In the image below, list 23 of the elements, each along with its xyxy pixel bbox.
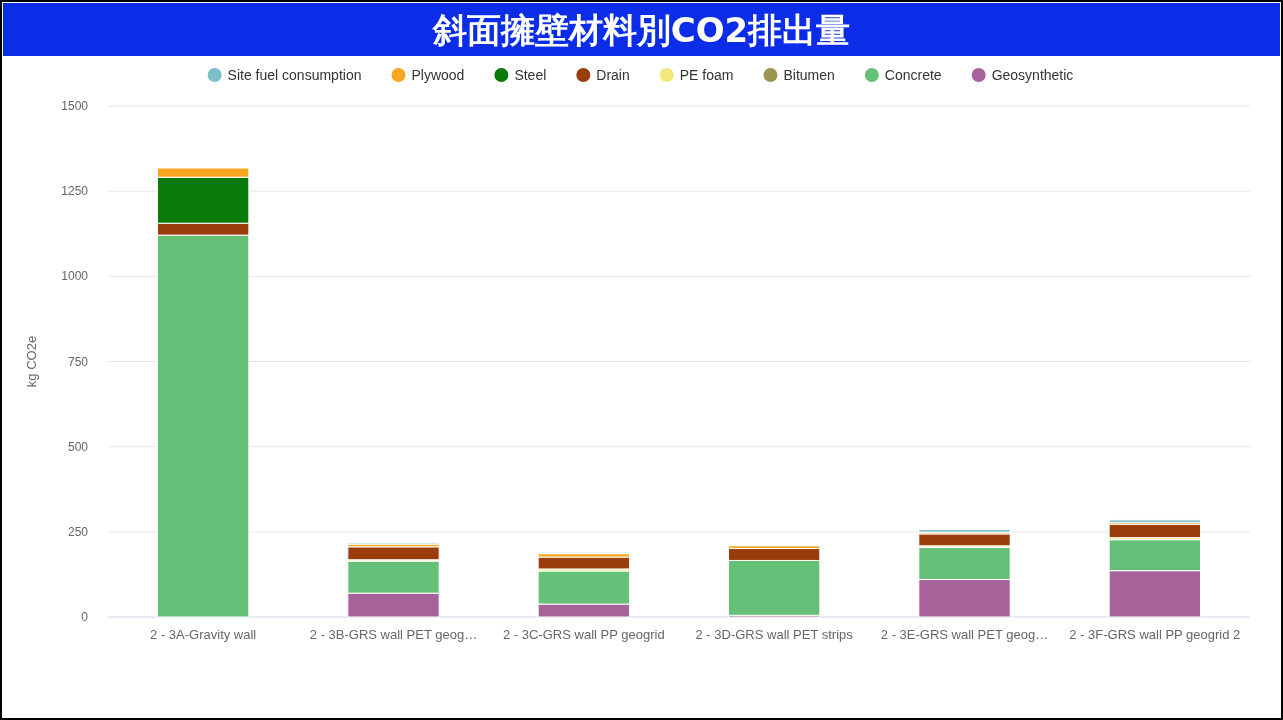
y-tick-label: 0 [81,610,89,624]
legend-label: Steel [514,67,547,83]
legend-label: Plywood [411,67,465,83]
y-tick-label: 500 [67,439,89,454]
y-tick-label: 250 [67,524,89,539]
legend-label: Concrete [884,67,942,83]
y-tick-label: 1000 [61,269,89,284]
y-tick-label: 750 [67,354,89,369]
x-tick-label: 2 - 3E-GRS wall PET geog… [880,627,1049,642]
legend-label: Bitumen [783,67,835,83]
legend-label: Site fuel consumption [227,67,362,83]
y-axis-title: kg CO2e [24,335,39,388]
x-tick-label: 2 - 3C-GRS wall PP geogrid [503,627,665,642]
y-tick-label: 1250 [61,184,89,199]
legend-label: Geosynthetic [991,67,1074,83]
x-tick-label: 2 - 3F-GRS wall PP geogrid 2 [1069,627,1241,642]
legend-label: PE foam [679,67,734,83]
x-tick-label: 2 - 3A-Gravity wall [150,627,257,642]
y-tick-label: 1500 [61,99,89,113]
legend-label: Drain [596,67,630,83]
x-tick-label: 2 - 3B-GRS wall PET geog… [309,627,478,642]
chart-title: 斜面擁壁材料別CO2排出量 [430,10,851,50]
x-tick-label: 2 - 3D-GRS wall PET strips [695,627,854,642]
